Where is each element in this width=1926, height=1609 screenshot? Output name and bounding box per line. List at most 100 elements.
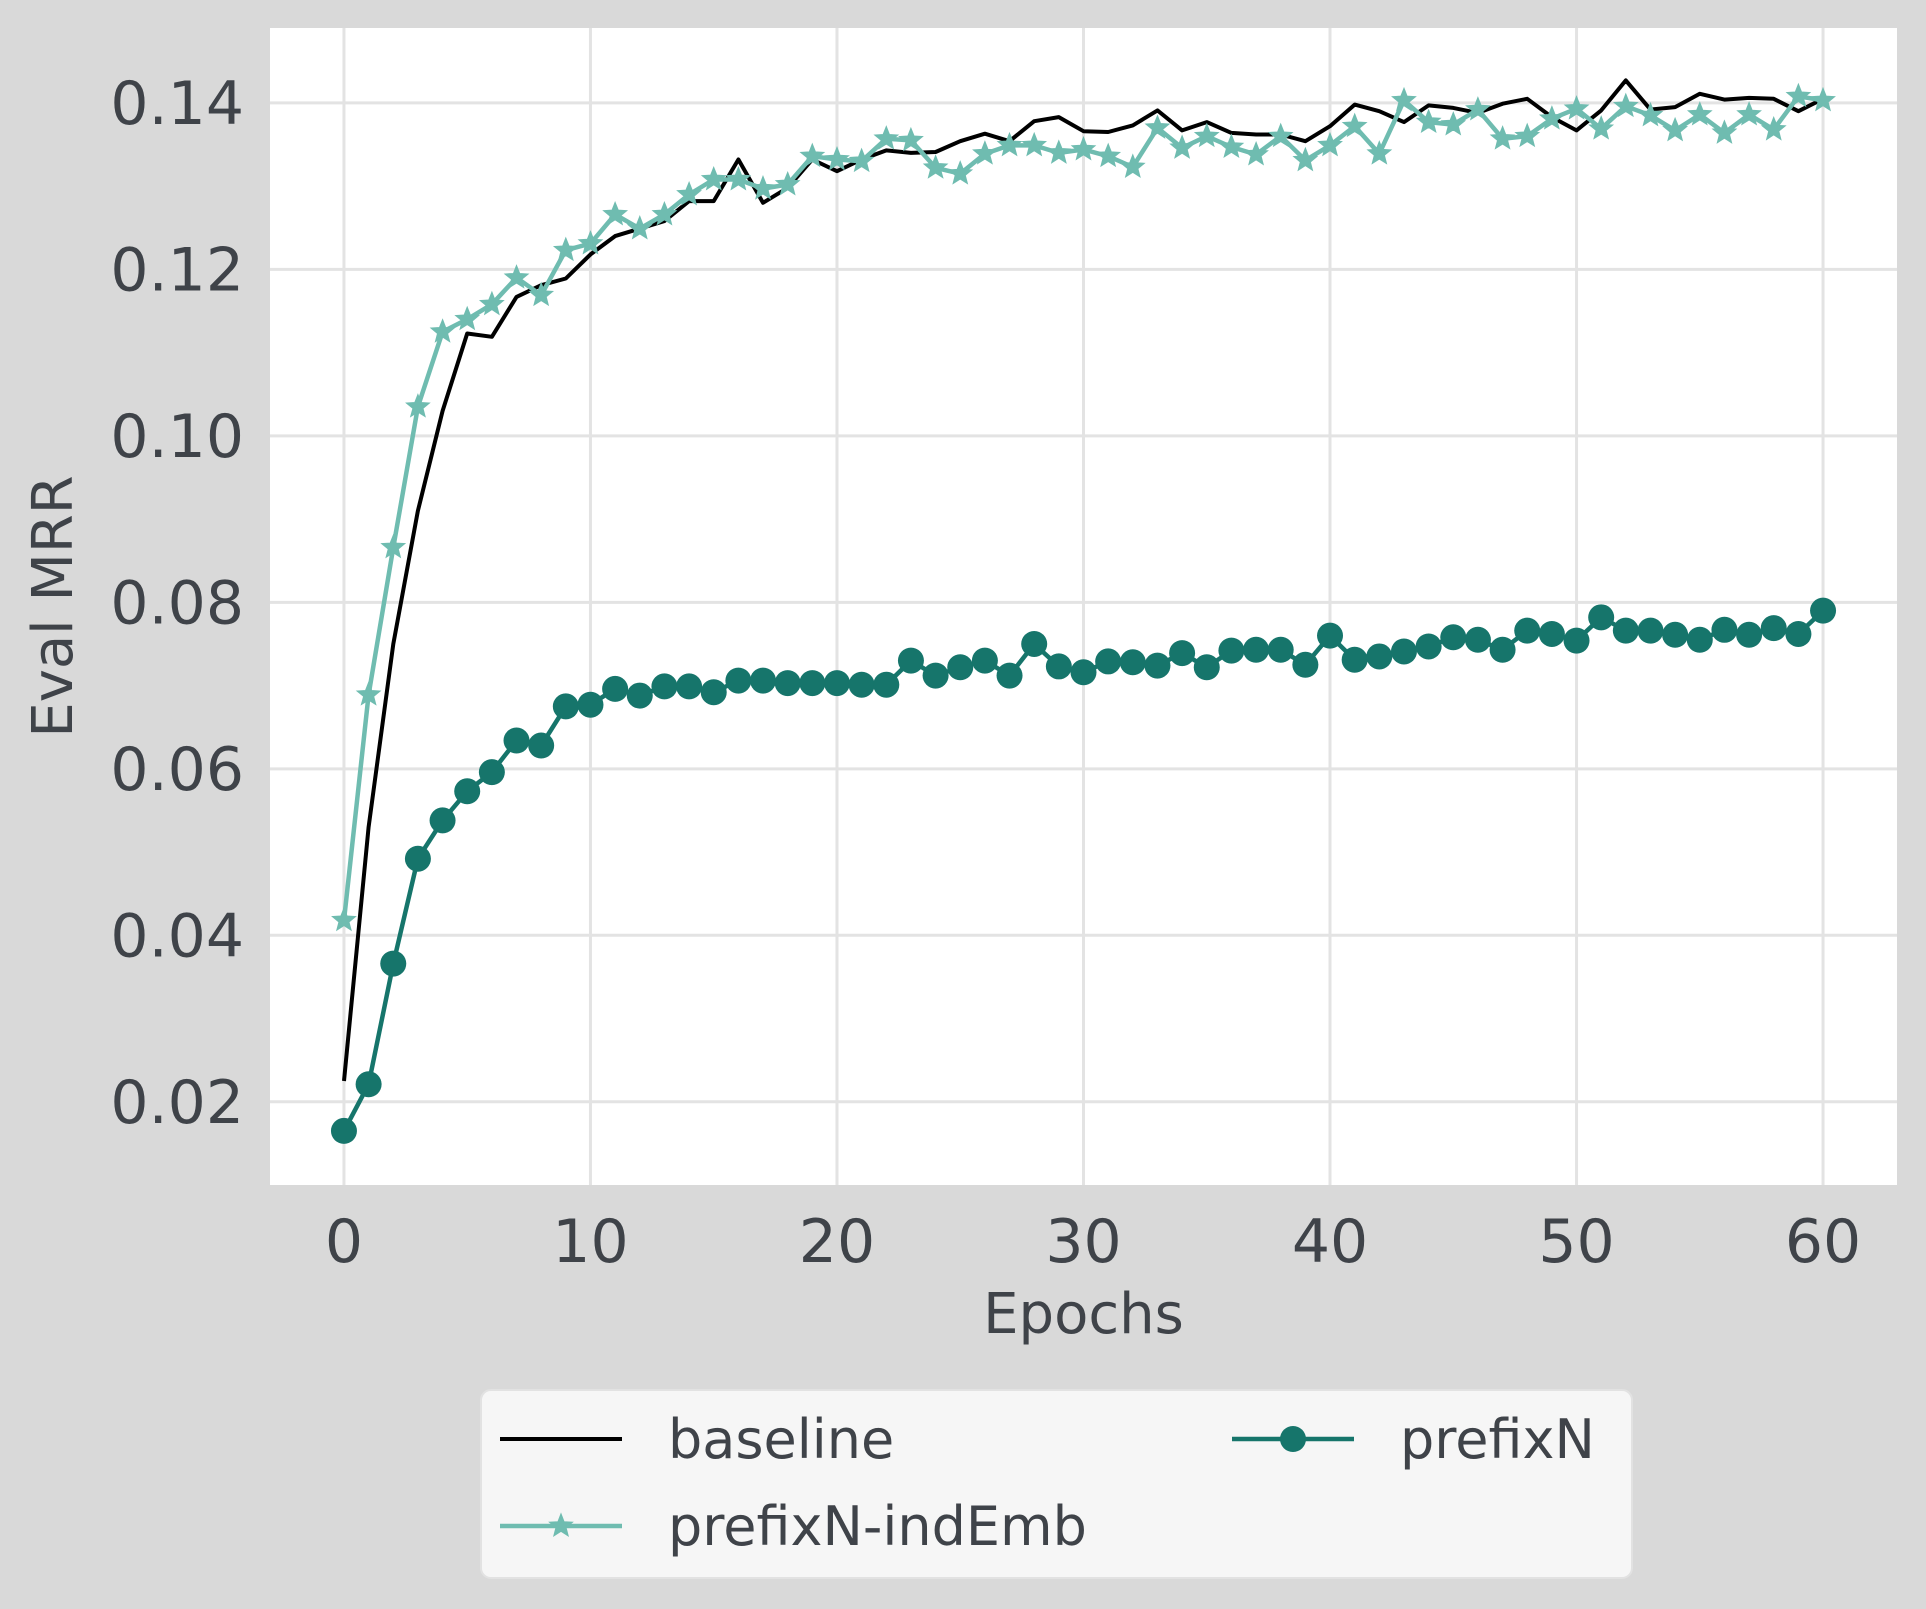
data-point xyxy=(1563,627,1590,654)
data-point xyxy=(676,180,702,206)
data-point xyxy=(971,647,998,674)
data-point xyxy=(823,670,850,697)
data-point xyxy=(651,673,678,700)
y-tick-label: 0.10 xyxy=(110,402,244,472)
legend-item-prefixN-indEmb: prefixN-indEmb xyxy=(500,1495,1087,1558)
data-point xyxy=(873,125,900,150)
data-point xyxy=(1588,115,1615,140)
data-point xyxy=(848,147,875,173)
data-point xyxy=(1514,122,1541,148)
y-tick-label: 0.08 xyxy=(110,568,244,638)
data-point xyxy=(528,732,555,759)
data-point xyxy=(528,281,555,307)
x-tick-label: 20 xyxy=(799,1207,875,1277)
series-line xyxy=(342,78,1824,1082)
data-point xyxy=(1810,86,1836,112)
y-tick-label: 0.06 xyxy=(110,735,244,805)
data-point xyxy=(725,165,752,191)
data-point xyxy=(1514,617,1541,644)
x-tick-label: 30 xyxy=(1045,1207,1121,1277)
data-point xyxy=(1218,133,1245,158)
data-point xyxy=(1785,82,1812,108)
data-point xyxy=(1538,105,1565,130)
data-point xyxy=(947,654,974,681)
data-point xyxy=(947,160,974,185)
legend-label: prefixN-indEmb xyxy=(668,1495,1087,1558)
data-point xyxy=(1243,140,1269,166)
data-point xyxy=(1637,617,1664,644)
data-point xyxy=(1415,108,1442,134)
data-point xyxy=(1070,659,1097,686)
data-point xyxy=(996,131,1023,157)
data-point xyxy=(1070,135,1097,161)
x-tick-label: 0 xyxy=(325,1207,363,1277)
legend-marker xyxy=(1280,1426,1306,1452)
data-point xyxy=(676,673,703,700)
data-point xyxy=(429,807,456,834)
data-point xyxy=(1193,654,1220,681)
data-point xyxy=(626,215,653,240)
data-point xyxy=(1711,119,1738,144)
data-point xyxy=(873,671,900,698)
data-point xyxy=(478,759,505,786)
data-point xyxy=(897,647,924,674)
data-point xyxy=(1243,636,1270,663)
data-point xyxy=(577,230,604,255)
data-point xyxy=(380,950,407,977)
y-tick-label: 0.02 xyxy=(110,1068,244,1138)
legend-marker xyxy=(548,1512,574,1537)
data-point xyxy=(355,1071,382,1098)
data-point xyxy=(503,727,530,754)
data-point xyxy=(1612,92,1639,118)
data-point xyxy=(1366,643,1393,670)
data-point xyxy=(380,533,407,559)
data-point xyxy=(700,165,727,191)
data-point xyxy=(651,200,678,226)
data-point xyxy=(725,667,752,694)
data-point xyxy=(1464,626,1491,653)
data-point xyxy=(750,175,776,200)
x-tick-label: 40 xyxy=(1292,1207,1368,1277)
data-point xyxy=(774,170,801,196)
data-point xyxy=(824,145,850,171)
data-point xyxy=(1810,597,1837,624)
data-point xyxy=(355,681,382,706)
data-point xyxy=(922,154,949,179)
grid xyxy=(270,28,1897,1185)
data-point xyxy=(602,675,629,702)
data-point xyxy=(922,662,949,689)
data-point xyxy=(1588,604,1615,631)
data-point xyxy=(1021,630,1048,657)
data-point xyxy=(1686,626,1713,653)
legend: baseline prefixN prefixN-indEmb xyxy=(480,1389,1633,1579)
data-point xyxy=(1415,633,1442,660)
data-point xyxy=(1317,131,1343,157)
x-tick-label: 50 xyxy=(1538,1207,1614,1277)
data-point xyxy=(577,691,604,718)
data-point xyxy=(1662,116,1689,142)
legend-item-prefixN: prefixN xyxy=(1232,1408,1595,1471)
data-point xyxy=(330,1117,357,1144)
data-point xyxy=(1736,101,1762,126)
data-point xyxy=(799,670,826,697)
data-point xyxy=(404,845,431,872)
x-axis-title: Epochs xyxy=(983,1282,1184,1347)
data-point xyxy=(1612,617,1639,644)
data-point xyxy=(1662,621,1689,648)
data-point xyxy=(972,140,998,165)
data-point xyxy=(1440,624,1467,651)
data-point xyxy=(602,200,629,226)
data-point xyxy=(1193,122,1220,148)
x-tick-label: 10 xyxy=(552,1207,628,1277)
data-point xyxy=(1686,101,1713,126)
data-point xyxy=(1267,122,1294,148)
data-point xyxy=(1292,146,1319,172)
data-point xyxy=(1760,115,1787,141)
series-baseline xyxy=(342,78,1824,1082)
data-point xyxy=(1119,153,1146,178)
data-point xyxy=(1637,101,1664,127)
x-tick-label: 60 xyxy=(1785,1207,1861,1277)
y-tick-label: 0.12 xyxy=(110,235,244,305)
series-prefixN-indEmb xyxy=(331,82,1836,932)
